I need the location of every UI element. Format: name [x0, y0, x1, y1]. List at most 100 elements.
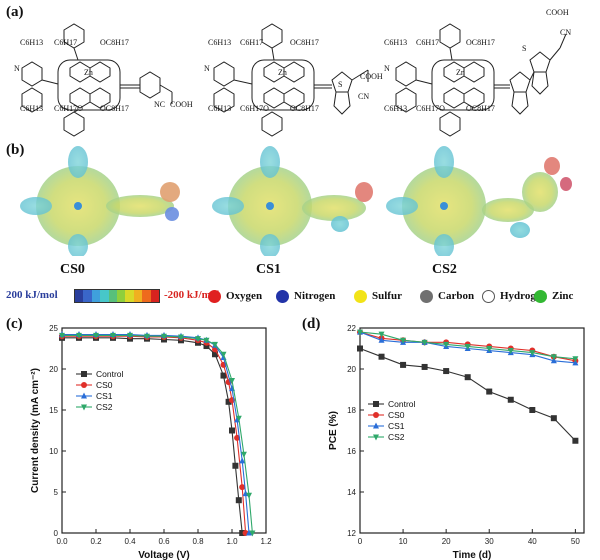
y-tick-label: 20: [347, 365, 356, 374]
data-point-cs2: [249, 530, 256, 537]
x-tick-label: 40: [528, 537, 537, 546]
cs1-zinc: Zn: [278, 68, 287, 77]
data-point-cs2: [421, 339, 428, 346]
cs0-alkyl-bottom-left: C6H13: [20, 104, 44, 113]
data-point-control: [507, 396, 514, 403]
esp-legend-row: 200 kJ/mol -200 kJ/mol Oxygen Nitrogen Sul…: [0, 286, 600, 306]
y-tick-label: 0: [54, 529, 59, 538]
legend-label-cs0: CS0: [388, 410, 405, 420]
data-point-control: [400, 361, 407, 368]
data-point-cs2: [59, 332, 65, 339]
data-point-cs2: [127, 332, 133, 339]
structure-cs1: [213, 23, 369, 137]
atom-legend-zinc: Zinc: [534, 286, 573, 306]
x-axis-label: Voltage (V): [138, 550, 189, 560]
data-point-cs2: [529, 350, 536, 357]
x-tick-label: 1.0: [226, 537, 238, 546]
y-tick-label: 16: [347, 447, 356, 456]
y-axis-label: Current density (mA cm⁻²): [30, 368, 41, 493]
data-point-cs2: [195, 336, 201, 343]
cs2-alkoxy-top: OC8H17: [466, 38, 495, 47]
data-point-control: [212, 351, 218, 358]
data-point-cs2: [550, 354, 557, 361]
data-point-control: [235, 497, 242, 504]
legend-label-cs1: CS1: [388, 421, 405, 431]
data-point-cs2: [464, 343, 471, 350]
cs1-alkyl-bottom-left: C6H13: [208, 104, 232, 113]
cs1-nitrogen: N: [204, 64, 210, 73]
y-tick-label: 18: [347, 406, 356, 415]
esp-scale-max-label: -200 kJ/mol: [164, 289, 220, 301]
carbon-dot-icon: [420, 289, 433, 303]
series-cs1: [59, 331, 252, 536]
cs0-alkyl-top: C6H17: [54, 38, 78, 47]
data-point-cs2: [161, 333, 167, 340]
legend-label-cs2: CS2: [388, 432, 405, 442]
cs0-alkyl-top-left: C6H13: [20, 38, 44, 47]
y-tick-label: 14: [347, 488, 356, 497]
data-point-cs1: [239, 457, 246, 464]
data-point-cs2: [110, 332, 116, 339]
x-tick-label: 0.4: [124, 537, 136, 546]
legend-marker-cs2: [373, 434, 379, 441]
cs1-sulfur: S: [338, 80, 343, 89]
atom-legend-label: Nitrogen: [294, 290, 336, 302]
series-control: [59, 334, 246, 536]
esp-color-segment-6: [125, 290, 134, 302]
cs1-alkyl-top: C6H17: [240, 38, 264, 47]
data-point-cs2: [572, 356, 579, 363]
panel-label-d: (d): [302, 316, 321, 332]
structure-cs0: [21, 23, 173, 137]
data-point-control: [229, 427, 235, 434]
molecule-label-cs0: CS0: [60, 262, 85, 277]
esp-color-segment-0: [75, 290, 84, 302]
cs2-alkyl-top: C6H17: [416, 38, 440, 47]
data-point-control: [443, 368, 450, 375]
x-tick-label: 20: [442, 537, 451, 546]
legend-marker-cs0: [373, 412, 379, 418]
data-point-cs2: [443, 341, 450, 348]
series-cs2: [357, 329, 579, 363]
hydrogen-dot-icon: [482, 289, 495, 303]
legend-marker-cs0: [81, 382, 87, 388]
legend-label-control: Control: [388, 399, 416, 409]
y-tick-label: 15: [49, 406, 58, 415]
data-point-cs1: [572, 359, 579, 366]
cs1-alkoxy-top: OC8H17: [290, 38, 319, 47]
x-tick-label: 1.2: [260, 537, 272, 546]
panel-label-c: (c): [6, 316, 23, 332]
data-point-cs2: [400, 337, 407, 344]
series-line-cs0: [62, 335, 247, 534]
data-point-cs2: [93, 332, 99, 339]
series-control: [357, 345, 579, 444]
cs0-alkoxy-bottom: OC8H17: [100, 104, 129, 113]
data-point-control: [225, 398, 232, 405]
legend-marker-cs2: [81, 404, 87, 411]
legend-marker-cs1: [373, 422, 379, 429]
atom-legend-carbon: Carbon: [420, 286, 474, 306]
data-point-cs2: [240, 451, 247, 458]
data-point-control: [357, 345, 363, 352]
cs1-nitrile: CN: [358, 92, 370, 101]
atom-legend-oxygen: Oxygen: [208, 286, 262, 306]
data-point-cs2: [229, 377, 235, 384]
legend-label-control: Control: [96, 369, 124, 379]
data-point-control: [550, 415, 557, 422]
cs0-nitrogen: N: [14, 64, 20, 73]
data-point-cs1: [550, 357, 557, 364]
data-point-cs2: [212, 341, 218, 348]
data-point-cs2: [76, 332, 82, 339]
cs0-zinc: Zn: [84, 68, 93, 77]
data-point-cs0: [239, 484, 246, 491]
atom-legend-label: Sulfur: [372, 290, 402, 302]
cs2-sulfur: S: [522, 44, 527, 53]
esp-color-segment-3: [100, 290, 109, 302]
data-point-cs2: [378, 331, 385, 338]
cs2-alkoxy-bottom: OC8H17: [466, 104, 495, 113]
y-tick-label: 22: [347, 324, 356, 333]
x-axis-label: Time (d): [453, 550, 492, 560]
cs2-acid: COOH: [546, 8, 569, 17]
esp-color-segment-7: [133, 290, 143, 302]
data-point-control: [378, 353, 385, 360]
data-point-cs2: [357, 329, 363, 336]
